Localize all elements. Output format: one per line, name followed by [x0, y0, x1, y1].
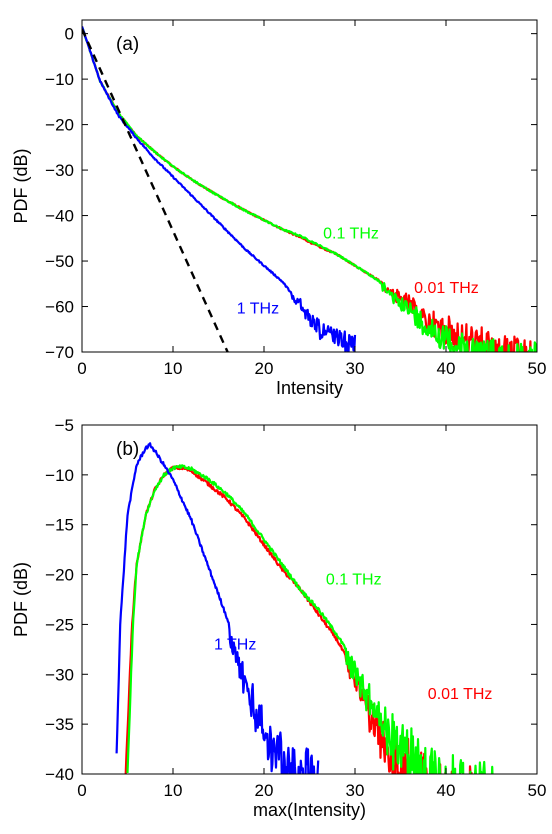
- x-tick-label: 20: [255, 359, 274, 378]
- y-tick-label: −10: [45, 466, 74, 485]
- series-annotation: 0.01 THz: [414, 280, 479, 297]
- y-tick-label: −50: [45, 252, 74, 271]
- panel-label: (a): [116, 34, 139, 55]
- x-tick-label: 30: [346, 781, 365, 800]
- x-tick-label: 50: [528, 781, 547, 800]
- x-tick-label: 0: [77, 359, 86, 378]
- y-tick-label: −20: [45, 566, 74, 585]
- x-tick-label: 40: [437, 359, 456, 378]
- y-tick-label: −40: [45, 207, 74, 226]
- series-annotation: 1 THz: [214, 636, 256, 653]
- series-line-1-thz: [82, 26, 357, 352]
- y-tick-label: −35: [45, 715, 74, 734]
- y-tick-label: −60: [45, 298, 74, 317]
- y-tick-label: −10: [45, 70, 74, 89]
- x-tick-label: 30: [346, 359, 365, 378]
- series-annotation: 0.1 THz: [323, 225, 379, 242]
- dashed-reference-line: [82, 28, 229, 352]
- x-tick-label: 20: [255, 781, 274, 800]
- y-tick-label: −20: [45, 116, 74, 135]
- plot-area: [115, 442, 494, 774]
- series-line-0-01-thz: [124, 465, 473, 774]
- series-line-1-thz: [115, 442, 320, 774]
- x-tick-label: 40: [437, 781, 456, 800]
- series-annotation: 1 THz: [237, 300, 279, 317]
- plot-frame: [81, 19, 538, 353]
- y-axis-label: PDF (dB): [11, 562, 31, 637]
- panel-label: (b): [116, 439, 139, 460]
- series-annotation: 0.01 THz: [428, 686, 493, 703]
- x-tick-label: 10: [164, 359, 183, 378]
- y-tick-label: −15: [45, 516, 74, 535]
- plot-area: [82, 26, 537, 352]
- series-line-0-1-thz: [126, 464, 494, 774]
- y-tick-label: −30: [45, 161, 74, 180]
- y-axis-label: PDF (dB): [11, 148, 31, 223]
- x-tick-label: 50: [528, 359, 547, 378]
- chart-panel-b: 0 10 20 30 40 50 −5 −10 −15 −20 −25 −30 −35 −40 max(In…: [11, 416, 547, 820]
- y-tick-label: −30: [45, 665, 74, 684]
- x-axis-label: max(Intensity): [253, 800, 366, 820]
- x-tick-label: 10: [164, 781, 183, 800]
- x-axis-label: Intensity: [276, 378, 343, 398]
- y-tick-label: 0: [65, 25, 74, 44]
- y-tick-label: −40: [45, 765, 74, 784]
- series-annotation: 0.1 THz: [326, 572, 382, 589]
- x-tick-label: 0: [77, 781, 86, 800]
- y-tick-label: −25: [45, 615, 74, 634]
- series-line-0-1-thz: [82, 26, 537, 352]
- plot-frame: [81, 424, 538, 775]
- chart-panel-a: 0 10 20 30 40 50 0 −10 −20 −30 −40 −50 −60 −70 Intensi…: [11, 19, 547, 398]
- y-tick-label: −70: [45, 343, 74, 362]
- y-tick-label: −5: [55, 416, 74, 435]
